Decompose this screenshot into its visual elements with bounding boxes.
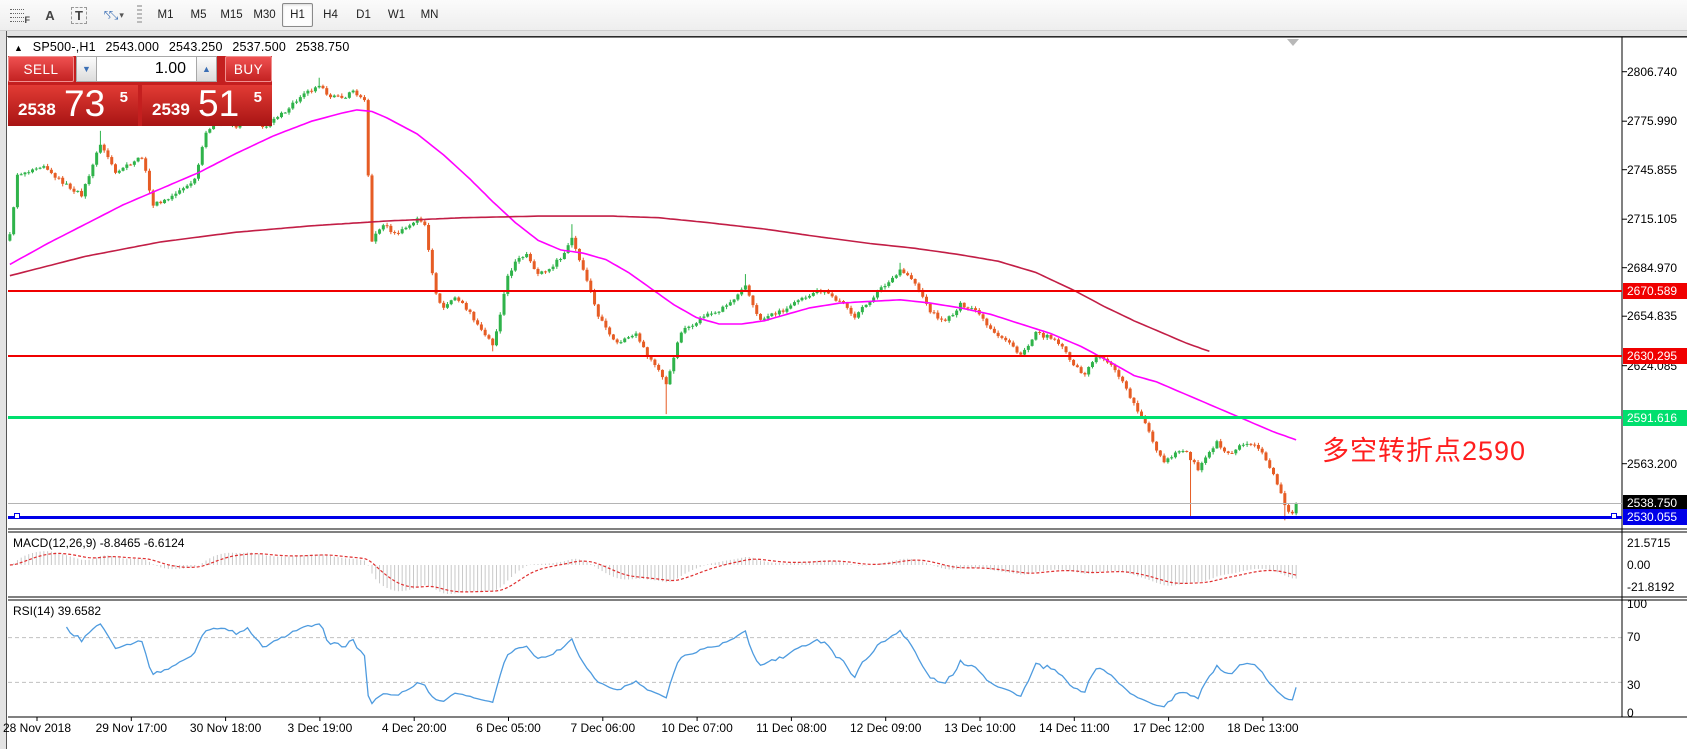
x-axis-label: 11 Dec 08:00 xyxy=(756,721,827,735)
text-tool-button[interactable]: T xyxy=(66,3,92,27)
x-axis-label: 18 Dec 13:00 xyxy=(1227,721,1299,735)
price-axis-tick: 2684.970 xyxy=(1627,260,1678,275)
quote-low: 2537.500 xyxy=(232,40,287,54)
x-axis-label: 3 Dec 19:00 xyxy=(287,721,353,735)
buy-price-pips: 51 xyxy=(198,85,240,124)
arrows-icon: ⤣⤡ xyxy=(104,7,118,22)
rsi-value: 39.6582 xyxy=(57,604,102,618)
symbol-period: SP500-,H1 xyxy=(32,40,96,54)
line-handle-left[interactable] xyxy=(14,513,20,520)
text-icon: T xyxy=(71,6,87,24)
x-axis-label: 29 Nov 17:00 xyxy=(95,721,167,735)
quote-open: 2543.000 xyxy=(105,40,160,54)
rsi-axis-label: 70 xyxy=(1627,630,1641,644)
macd-axis-label: -21.8192 xyxy=(1627,580,1675,594)
horizontal-line-2591.616[interactable] xyxy=(8,416,1622,420)
timeframe-m1[interactable]: M1 xyxy=(157,9,174,21)
x-axis-label: 14 Dec 11:00 xyxy=(1039,721,1110,735)
chart-annotation-text[interactable]: 多空转折点2590 xyxy=(1322,436,1527,466)
buy-button[interactable]: BUY xyxy=(225,56,272,82)
toolbar: F A T ⤣⤡ ▾ M1 M5 M15 M30 H1 H4 D1 W1 MN xyxy=(0,0,1687,31)
x-axis-label: 30 Nov 18:00 xyxy=(189,721,262,735)
rsi-title: RSI(14) 39.6582 xyxy=(13,604,102,618)
timeframe-w1[interactable]: W1 xyxy=(387,9,406,21)
horizontal-line-2530.055[interactable] xyxy=(8,515,1622,519)
volume-increase-button[interactable]: ▲ xyxy=(196,56,217,82)
level-label-2630.295: 2630.295 xyxy=(1623,347,1687,364)
current-price-label: 2538.750 xyxy=(1623,495,1687,512)
macd-axis-label: 21.5715 xyxy=(1627,536,1671,550)
timeframe-m5[interactable]: M5 xyxy=(190,9,207,21)
sell-price-pips: 73 xyxy=(64,85,106,124)
timeframe-m15[interactable]: M15 xyxy=(220,9,243,21)
fibonacci-icon: F xyxy=(10,7,30,25)
macd-axis-label: 0.00 xyxy=(1627,558,1651,572)
x-axis-label: 10 Dec 07:00 xyxy=(661,721,733,735)
level-label-2670.589: 2670.589 xyxy=(1623,282,1687,299)
macd-plot[interactable] xyxy=(8,533,1622,596)
rsi-axis-label: 0 xyxy=(1627,706,1634,720)
rsi-axis-label: 30 xyxy=(1627,678,1641,692)
x-axis-label: 4 Dec 20:00 xyxy=(381,721,447,735)
timeframe-mn[interactable]: MN xyxy=(420,9,439,21)
sell-price-display[interactable]: 2538 73 5 xyxy=(8,85,138,126)
current-price-line xyxy=(8,502,1622,504)
one-click-trading-panel: SELL ▼ ▲ BUY 2538 73 5 2539 51 5 xyxy=(8,56,272,126)
x-axis-label: 12 Dec 09:00 xyxy=(849,721,922,735)
quote-close: 2538.750 xyxy=(295,40,350,54)
x-axis-label: 17 Dec 12:00 xyxy=(1132,721,1205,735)
quote-high: 2543.250 xyxy=(168,40,223,54)
price-axis-tick: 2715.105 xyxy=(1627,212,1678,227)
fibonacci-tool-button[interactable]: F xyxy=(6,3,34,27)
timeframe-h4[interactable]: H4 xyxy=(323,9,338,21)
text-label-icon: A xyxy=(45,7,55,23)
dropdown-caret-icon: ▾ xyxy=(119,9,124,20)
level-label-2591.616: 2591.616 xyxy=(1623,409,1687,426)
macd-title: MACD(12,26,9) -8.8465 -6.6124 xyxy=(13,536,185,550)
line-handle-right[interactable] xyxy=(1611,513,1617,520)
x-axis-label: 13 Dec 10:00 xyxy=(944,721,1016,735)
price-axis-tick: 2745.855 xyxy=(1627,162,1678,177)
timeframe-h1[interactable]: H1 xyxy=(282,3,313,27)
collapse-trade-panel-icon[interactable]: ▲ xyxy=(14,43,24,53)
volume-decrease-button[interactable]: ▼ xyxy=(76,56,97,82)
chart-window-left-border xyxy=(0,31,7,749)
horizontal-line-2670.589[interactable] xyxy=(8,289,1622,292)
price-axis-tick: 2654.835 xyxy=(1627,309,1678,324)
macd-value-main: -8.8465 xyxy=(99,536,141,550)
rsi-plot[interactable] xyxy=(8,601,1622,716)
sell-button[interactable]: SELL xyxy=(8,56,74,82)
level-label-2530.055: 2530.055 xyxy=(1623,509,1687,526)
x-axis-label: 7 Dec 06:00 xyxy=(570,721,636,735)
text-label-tool-button[interactable]: A xyxy=(38,3,62,27)
volume-input[interactable] xyxy=(97,56,196,82)
chart-shift-marker[interactable] xyxy=(1287,39,1299,46)
timeframe-d1[interactable]: D1 xyxy=(356,9,371,21)
sell-price-fraction: 5 xyxy=(119,89,128,106)
arrows-tool-button[interactable]: ⤣⤡ ▾ xyxy=(96,3,132,27)
x-axis-label: 6 Dec 05:00 xyxy=(476,721,541,735)
toolbar-grip[interactable] xyxy=(137,5,142,25)
macd-value-signal: -6.6124 xyxy=(143,536,185,550)
sell-price-base: 2538 xyxy=(18,100,56,119)
price-axis-tick: 2563.200 xyxy=(1627,456,1678,471)
chart-header: ▲ SP500-,H1 2543.000 2543.250 2537.500 2… xyxy=(14,40,356,54)
price-axis-tick: 2775.990 xyxy=(1627,114,1678,129)
buy-price-base: 2539 xyxy=(152,100,190,119)
horizontal-line-2630.295[interactable] xyxy=(8,354,1622,357)
price-axis-tick: 2806.740 xyxy=(1627,64,1678,79)
rsi-axis-label: 100 xyxy=(1627,597,1648,611)
timeframe-m30[interactable]: M30 xyxy=(253,9,276,21)
buy-price-fraction: 5 xyxy=(253,89,262,106)
buy-price-display[interactable]: 2539 51 5 xyxy=(142,85,272,126)
x-axis-label: 28 Nov 2018 xyxy=(2,721,72,735)
